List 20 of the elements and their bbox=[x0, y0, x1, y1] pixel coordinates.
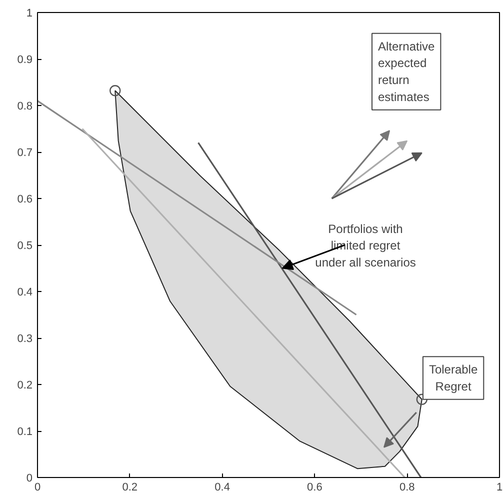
y-tick-label: 1 bbox=[26, 8, 33, 20]
y-tick-label: 0.1 bbox=[17, 426, 33, 438]
annotation: Portfolios with limited regret under all scenarios bbox=[315, 222, 416, 270]
x-tick-label: 0.6 bbox=[307, 482, 322, 494]
y-tick-label: 0.2 bbox=[17, 380, 33, 392]
y-tick-label: 0 bbox=[26, 472, 33, 484]
x-tick-label: 0 bbox=[34, 482, 41, 494]
y-tick-label: 0.4 bbox=[17, 286, 33, 298]
x-tick-label: 0.8 bbox=[399, 482, 415, 494]
x-tick-label: 0.2 bbox=[122, 482, 138, 494]
y-tick-label: 0.7 bbox=[17, 147, 33, 159]
x-tick-label: 1 bbox=[496, 482, 503, 494]
y-tick-label: 0.3 bbox=[17, 333, 33, 345]
y-tick-label: 0.5 bbox=[17, 240, 33, 252]
y-tick-label: 0.9 bbox=[17, 54, 33, 66]
annotation: Tolerable Regret bbox=[428, 362, 478, 394]
annotation: Alternative expected return estimates bbox=[378, 39, 436, 104]
x-tick-label: 0.4 bbox=[214, 482, 230, 494]
y-tick-label: 0.8 bbox=[17, 100, 33, 112]
y-tick-label: 0.6 bbox=[17, 194, 33, 206]
